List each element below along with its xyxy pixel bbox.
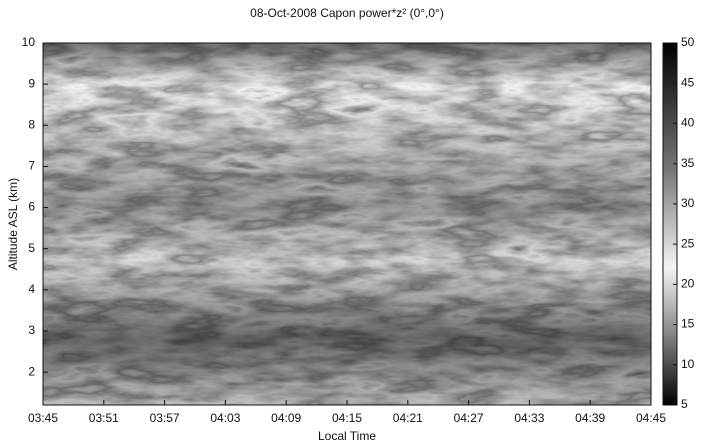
colorbar-tick-label: 45	[681, 75, 695, 89]
x-tick-label: 04:21	[393, 411, 423, 425]
heatmap-shading	[43, 43, 651, 405]
y-tick-label: 2	[28, 364, 35, 378]
x-axis-label: Local Time	[318, 429, 376, 443]
chart: 08-Oct-2008 Capon power*z² (0°,0°) Local…	[0, 0, 706, 446]
x-tick-label: 04:27	[454, 411, 484, 425]
colorbar-tick-label: 25	[681, 236, 695, 250]
colorbar-tick-label: 35	[681, 156, 695, 170]
x-tick-label: 04:33	[514, 411, 544, 425]
x-tick-label: 04:45	[636, 411, 666, 425]
y-tick-label: 5	[28, 241, 35, 255]
x-tick-label: 04:39	[575, 411, 605, 425]
colorbar-tick-label: 5	[681, 397, 688, 411]
x-tick-label: 04:15	[332, 411, 362, 425]
colorbar-tick-label: 15	[681, 317, 695, 331]
colorbar-tick-label: 20	[681, 277, 695, 291]
y-tick-label: 7	[28, 159, 35, 173]
y-tick-label: 3	[28, 323, 35, 337]
x-tick-label: 04:09	[271, 411, 301, 425]
y-tick-label: 10	[22, 35, 36, 49]
colorbar-tick-label: 30	[681, 196, 695, 210]
x-tick-label: 03:45	[28, 411, 58, 425]
colorbar-tick-label: 50	[681, 35, 695, 49]
colorbar-tick-label: 40	[681, 116, 695, 130]
colorbar	[663, 43, 677, 405]
x-tick-label: 03:51	[89, 411, 119, 425]
y-tick-label: 9	[28, 76, 35, 90]
colorbar-tick-label: 10	[681, 357, 695, 371]
y-tick-label: 4	[28, 282, 35, 296]
y-tick-label: 6	[28, 200, 35, 214]
chart-title: 08-Oct-2008 Capon power*z² (0°,0°)	[250, 6, 444, 20]
y-tick-label: 8	[28, 117, 35, 131]
x-tick-label: 03:57	[150, 411, 180, 425]
x-tick-label: 04:03	[210, 411, 240, 425]
y-axis-label: Altitude ASL (km)	[6, 178, 20, 270]
